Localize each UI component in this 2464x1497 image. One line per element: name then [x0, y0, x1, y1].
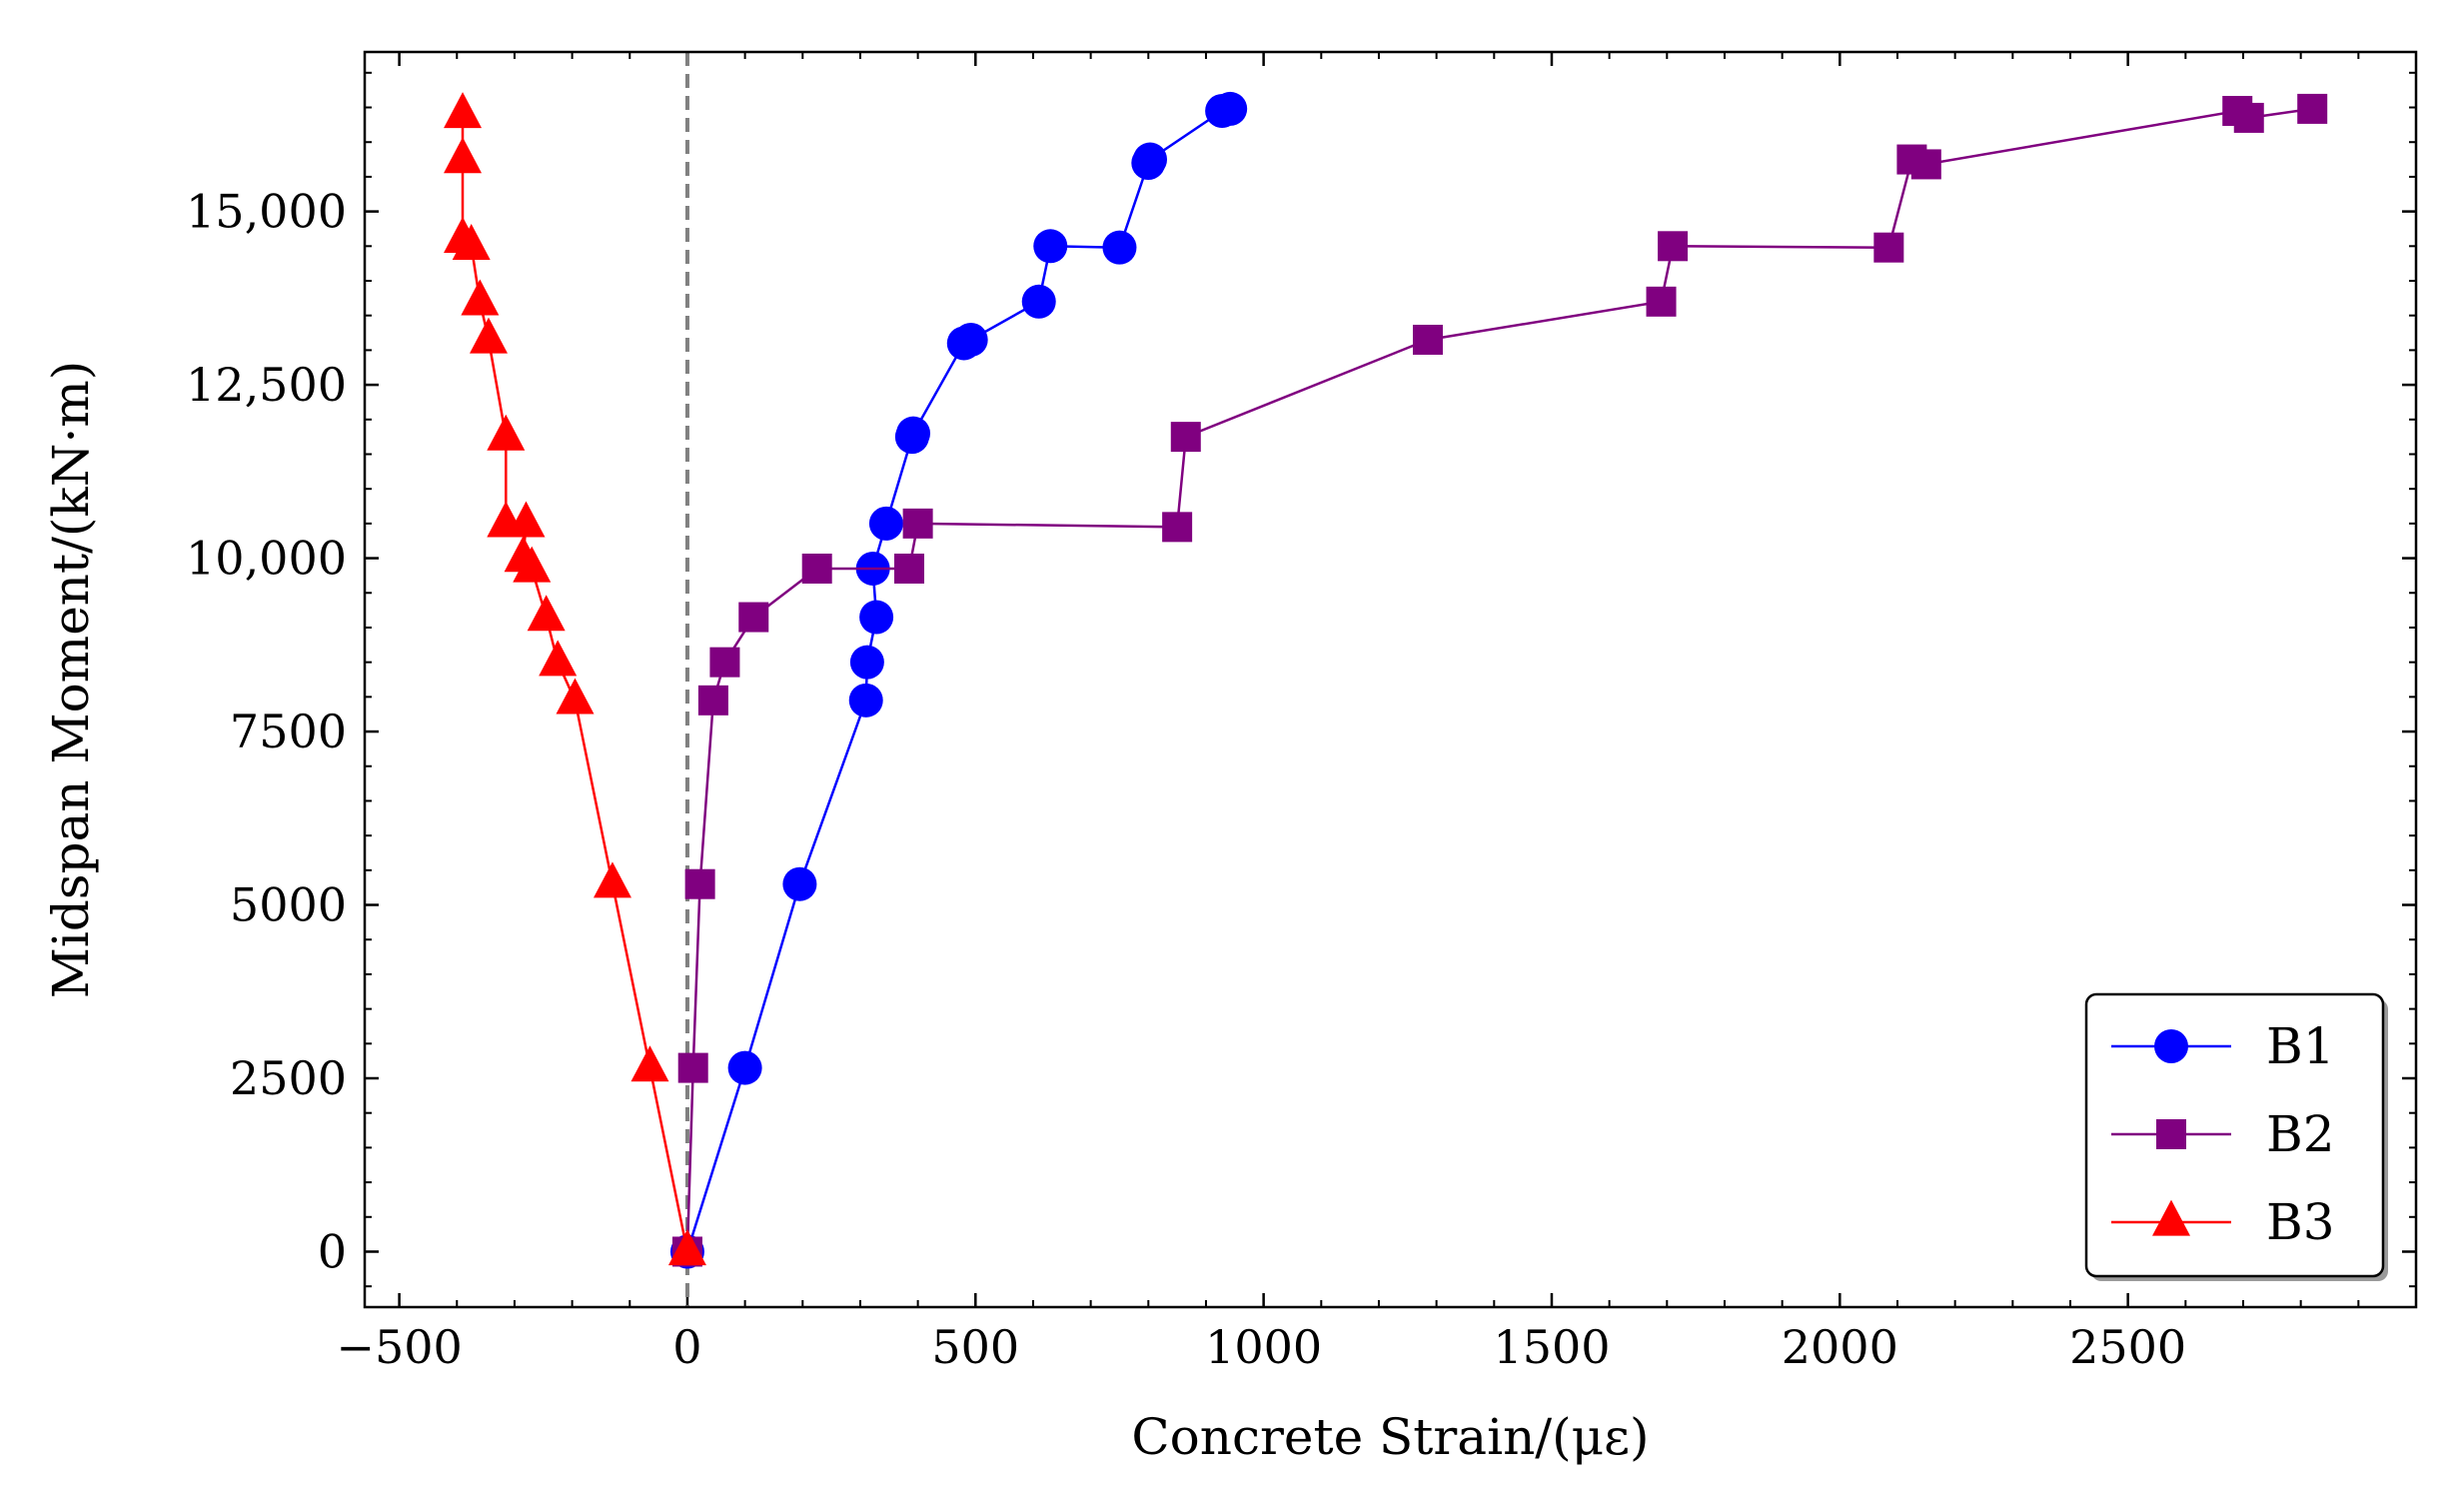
data-point-b2: [2297, 93, 2328, 124]
data-point-b1: [849, 645, 884, 680]
y-axis: 0 2500 5000 7500 10,000 12,500 15,000: [186, 71, 2416, 1288]
x-tick-label: 2000: [1782, 1320, 1898, 1374]
data-point-b1: [727, 1050, 762, 1085]
data-point-b2: [1162, 512, 1193, 543]
data-point-b3: [527, 595, 566, 632]
data-point-b3: [556, 678, 595, 715]
data-point-b2: [2233, 102, 2264, 133]
y-tick-label: 12,500: [186, 358, 347, 412]
y-tick-label: 10,000: [186, 532, 347, 586]
x-tick-label: −500: [336, 1320, 462, 1374]
data-point-b3: [444, 217, 483, 254]
data-point-b2: [902, 508, 933, 539]
data-point-b1: [1021, 284, 1056, 319]
data-point-b1: [1213, 91, 1248, 126]
data-point-b1: [953, 322, 988, 357]
legend-marker-b3: [2152, 1199, 2190, 1236]
y-tick-label: 5000: [230, 878, 347, 932]
data-point-b3: [593, 861, 631, 898]
data-point-b3: [461, 279, 500, 316]
data-point-b1: [1033, 229, 1068, 264]
data-point-b2: [684, 868, 715, 899]
data-point-b3: [630, 1045, 669, 1082]
data-point-b3: [444, 92, 483, 129]
data-point-b2: [893, 553, 924, 584]
plot-frame: [363, 50, 2418, 1309]
x-tick-label: 1500: [1493, 1320, 1610, 1374]
x-axis-title: Concrete Strain/(με): [1131, 1408, 1649, 1466]
data-point-b3: [487, 414, 526, 451]
legend-marker-b1: [2154, 1029, 2188, 1063]
x-tick-label: 2500: [2069, 1320, 2186, 1374]
x-axis: −500 0 500 1000 1500 2000 2500: [336, 52, 2360, 1374]
y-tick-label: 2500: [230, 1051, 347, 1105]
data-point-b1: [782, 866, 817, 901]
data-point-b1: [1133, 142, 1168, 177]
data-point-b2: [1910, 149, 1941, 180]
y-axis-title: Midspan Moment/(kN·m): [42, 361, 100, 999]
data-point-b2: [697, 685, 728, 716]
data-point-b2: [801, 553, 832, 584]
data-point-b2: [1170, 422, 1201, 453]
data-point-b2: [738, 602, 769, 633]
legend-marker-b2: [2156, 1119, 2186, 1149]
legend-label-b2: B2: [2266, 1105, 2335, 1163]
data-point-b1: [848, 683, 883, 718]
legend-frame: [2084, 992, 2385, 1278]
plot-area: [365, 52, 2416, 1307]
legend-label-b3: B3: [2266, 1193, 2335, 1251]
data-point-b1: [859, 600, 894, 635]
x-tick-label: 1000: [1205, 1320, 1322, 1374]
y-tick-label: 7500: [230, 705, 347, 758]
y-tick-label: 15,000: [186, 185, 347, 239]
legend-label-b1: B1: [2266, 1017, 2335, 1075]
data-point-b2: [1412, 324, 1443, 355]
x-tick-label: 500: [931, 1320, 1019, 1374]
data-point-b3: [444, 137, 483, 174]
data-point-b1: [1102, 230, 1137, 265]
data-point-b3: [504, 536, 543, 573]
x-tick-label: 0: [672, 1320, 701, 1374]
data-point-b1: [868, 506, 903, 541]
data-point-b3: [667, 1229, 706, 1266]
data-point-b1: [896, 416, 931, 451]
data-point-b2: [1658, 231, 1689, 262]
y-tick-label: 0: [318, 1224, 347, 1278]
legend: B1 B2 B3: [2084, 992, 2388, 1281]
data-point-b2: [1873, 232, 1904, 263]
series-b3: [444, 92, 706, 1266]
data-point-b3: [469, 317, 508, 354]
data-point-b3: [539, 640, 578, 677]
data-point-b2: [709, 647, 740, 678]
data-point-b2: [1646, 286, 1677, 317]
data-point-b3: [487, 501, 526, 538]
data-point-b2: [677, 1052, 708, 1083]
series-group: [444, 91, 2328, 1269]
